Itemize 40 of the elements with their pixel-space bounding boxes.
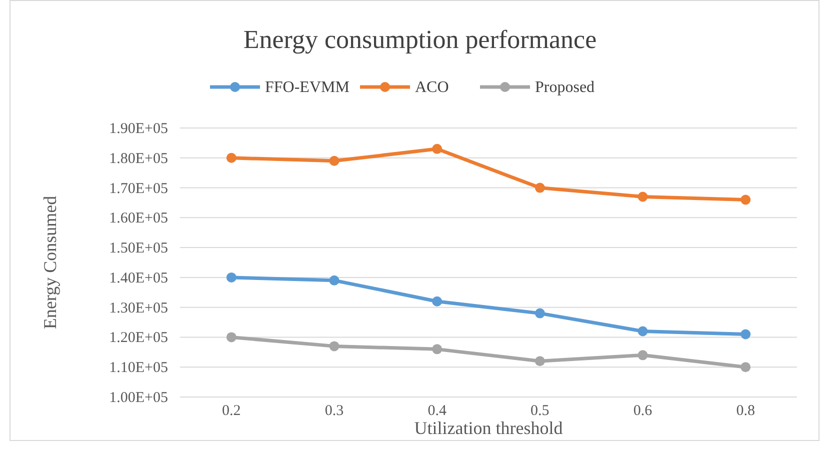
point [638, 350, 648, 360]
legend-label: FFO-EVMM [265, 79, 350, 96]
y-tick-label: 1.90E+05 [109, 121, 168, 137]
point [740, 194, 751, 205]
chart-title: Energy consumption performance [243, 25, 597, 54]
legend-label: ACO [415, 79, 449, 96]
point [432, 296, 442, 306]
y-tick-label: 1.30E+05 [109, 300, 168, 316]
x-tick-label: 0.8 [736, 403, 755, 419]
point [226, 272, 236, 282]
point [329, 275, 340, 286]
point [638, 192, 648, 202]
point [638, 326, 648, 336]
x-tick-label: 0.6 [633, 403, 653, 419]
point [432, 144, 442, 154]
x-tick-label: 0.3 [324, 403, 344, 419]
x-tick-label: 0.2 [222, 403, 241, 419]
point [534, 308, 545, 318]
point [226, 152, 236, 163]
y-tick-label: 1.20E+05 [109, 330, 168, 346]
point [740, 329, 751, 340]
point [329, 341, 340, 352]
x-axis-title: Utilization threshold [414, 418, 563, 438]
y-tick-label: 1.00E+05 [109, 390, 168, 406]
y-tick-label: 1.40E+05 [109, 270, 168, 286]
point [226, 332, 236, 342]
y-tick-label: 1.80E+05 [109, 150, 168, 167]
x-tick-label: 0.4 [428, 403, 447, 419]
point [432, 344, 442, 354]
x-tick-label: 0.5 [530, 403, 550, 419]
point [740, 362, 751, 372]
y-tick-label: 1.70E+05 [109, 180, 168, 197]
y-tick-label: 1.10E+05 [109, 360, 168, 376]
point [534, 182, 545, 193]
point [329, 156, 340, 166]
y-tick-label: 1.60E+05 [109, 210, 168, 227]
y-tick-label: 1.50E+05 [109, 240, 168, 257]
legend-label: Proposed [535, 79, 595, 96]
y-axis-title: Energy Consumed [40, 196, 60, 330]
point [534, 356, 545, 366]
